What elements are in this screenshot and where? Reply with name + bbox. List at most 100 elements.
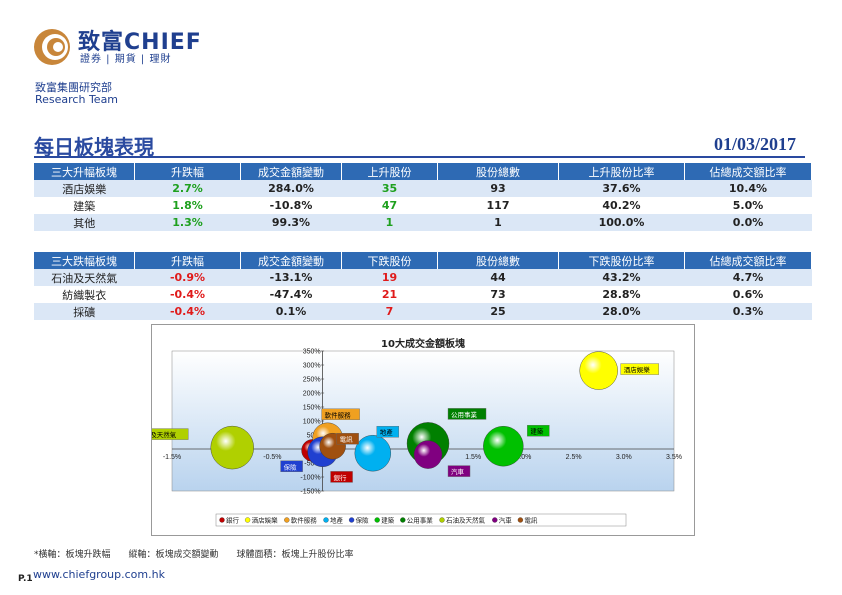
x-tick-label: 1.5% [465,454,481,461]
y-tick-label: 200% [303,391,321,398]
page-number: P.1 [18,574,33,584]
col-header: 成交金額變動 [240,163,342,180]
legend-marker [348,517,355,523]
y-tick-label: 250% [303,377,321,384]
department-en: Research Team [35,93,119,106]
bubble-data-label: 石油及天然氣 [152,430,177,439]
table-row: 建築 1.8% -10.8% 47 117 40.2% 5.0% [34,197,812,214]
legend-marker [492,517,498,523]
legend-marker [219,517,225,523]
table-row: 採礦 -0.4% 0.1% 7 25 28.0% 0.3% [34,303,812,320]
x-tick-label: 2.0% [515,454,531,461]
col-header: 升跌幅 [134,252,241,269]
col-header: 下跌股份 [341,252,438,269]
sector-name: 石油及天然氣 [34,269,135,286]
bubble-label-box [447,465,471,477]
y-tick-label: 100% [303,419,321,426]
turnover-change: 99.3% [240,214,342,231]
y-tick-label: -50% [304,461,320,468]
declining-ratio: 28.8% [602,288,641,301]
legend-marker [374,517,380,523]
bubble-point [354,434,392,472]
chart-title: 10大成交金額板塊 [381,339,465,350]
bubble-label-box [330,471,353,483]
col-header: 佔總成交額比率 [684,163,812,180]
bubble-data-label: 電訊 [340,435,354,444]
legend-marker [323,517,329,523]
col-header: 股份總數 [437,163,559,180]
x-tick-label: -0.5% [263,454,281,461]
turnover-share: 10.4% [684,180,812,197]
bubble-data-label: 保險 [284,462,298,471]
declining-ratio: 43.2% [558,269,685,286]
total-count: 73 [490,288,506,301]
legend-entry: 保險 [356,516,370,525]
y-tick-label: 350% [303,349,321,356]
bubble-label-box [447,408,487,420]
turnover-share: 4.7% [684,269,812,286]
y-tick-label: 150% [303,405,321,412]
bubble-label-box [336,432,359,445]
total-count: 25 [437,303,559,320]
bubble-data-label: 軟件服務 [325,410,352,419]
y-tick-label: -150% [300,489,320,496]
legend-entry: 酒店娛樂 [252,516,279,525]
sector-name: 建築 [73,199,96,213]
advancing-ratio: 100.0% [558,214,685,231]
sector-name: 其他 [34,214,135,231]
turnover-share: 5.0% [732,199,764,212]
legend-entry: 軟件服務 [291,516,318,525]
total-count: 93 [437,180,559,197]
footnote: *橫軸：板塊升跌幅 縱軸：板塊成交額變動 球體面積：板塊上升股份比率 [34,550,354,560]
change-pct: 1.3% [134,214,241,231]
legend-marker [284,517,290,523]
bubble-label-box [376,425,400,438]
table-row: 其他 1.3% 99.3% 1 1 100.0% 0.0% [34,214,812,231]
turnover-change: -10.8% [269,199,313,212]
x-tick-label: 3.5% [666,454,682,461]
change-pct: -0.4% [134,303,241,320]
legend-entry: 石油及天然氣 [446,516,486,525]
col-header: 下跌股份比率 [558,252,685,269]
legend-box [215,513,627,527]
logo-icon [34,29,70,65]
bubble-data-label: 公用事業 [451,410,478,419]
report-date: 01/03/2017 [713,134,796,154]
bubble-point [210,425,254,470]
website-link[interactable]: www.chiefgroup.com.hk [33,568,165,581]
col-header: 三大跌幅板塊 [34,252,135,269]
turnover-share: 0.3% [684,303,812,320]
declining-ratio: 28.0% [558,303,685,320]
change-pct: 2.7% [134,180,241,197]
logo-text: 致富CHIEF [78,30,202,55]
department-cn: 致富集團研究部 [35,81,112,94]
y-tick-label: 300% [303,363,321,370]
col-header: 股份總數 [437,252,559,269]
change-pct: -0.9% [134,269,241,286]
change-pct: -0.4% [169,288,206,301]
bubble-label-box [620,363,659,375]
turnover-share: 0.6% [732,288,764,301]
bubble-chart-svg: -1.5%-1.0%-0.5%0.0%0.5%1.0%1.5%2.0%2.5%3… [152,349,682,527]
turnover-change: -47.4% [269,288,313,301]
top-losers-table: 三大跌幅板塊 升跌幅 成交金額變動 下跌股份 股份總數 下跌股份比率 佔總成交額… [34,252,812,320]
title-divider [34,156,805,158]
legend-entry: 銀行 [226,516,240,525]
col-header: 上升股份 [341,163,438,180]
table-row: 酒店娛樂 2.7% 284.0% 35 93 37.6% 10.4% [34,180,812,197]
legend-marker [517,517,524,523]
advancing-count: 1 [341,214,438,231]
bubble-data-label: 建築 [530,427,544,436]
declining-count: 21 [381,288,398,301]
bubble-label-box [321,408,360,421]
col-header: 成交金額變動 [240,252,342,269]
x-tick-label: 2.5% [566,454,582,461]
bubble-point [579,351,618,390]
table-row: 紡織製衣 -0.4% -47.4% 21 73 28.8% 0.6% [34,286,812,303]
page-title: 每日板塊表現 [34,135,154,159]
turnover-change: -13.1% [240,269,342,286]
x-tick-label: -1.5% [163,454,181,461]
legend-entry: 汽車 [499,516,513,525]
legend-marker [400,517,406,523]
change-pct: 1.8% [172,199,203,212]
